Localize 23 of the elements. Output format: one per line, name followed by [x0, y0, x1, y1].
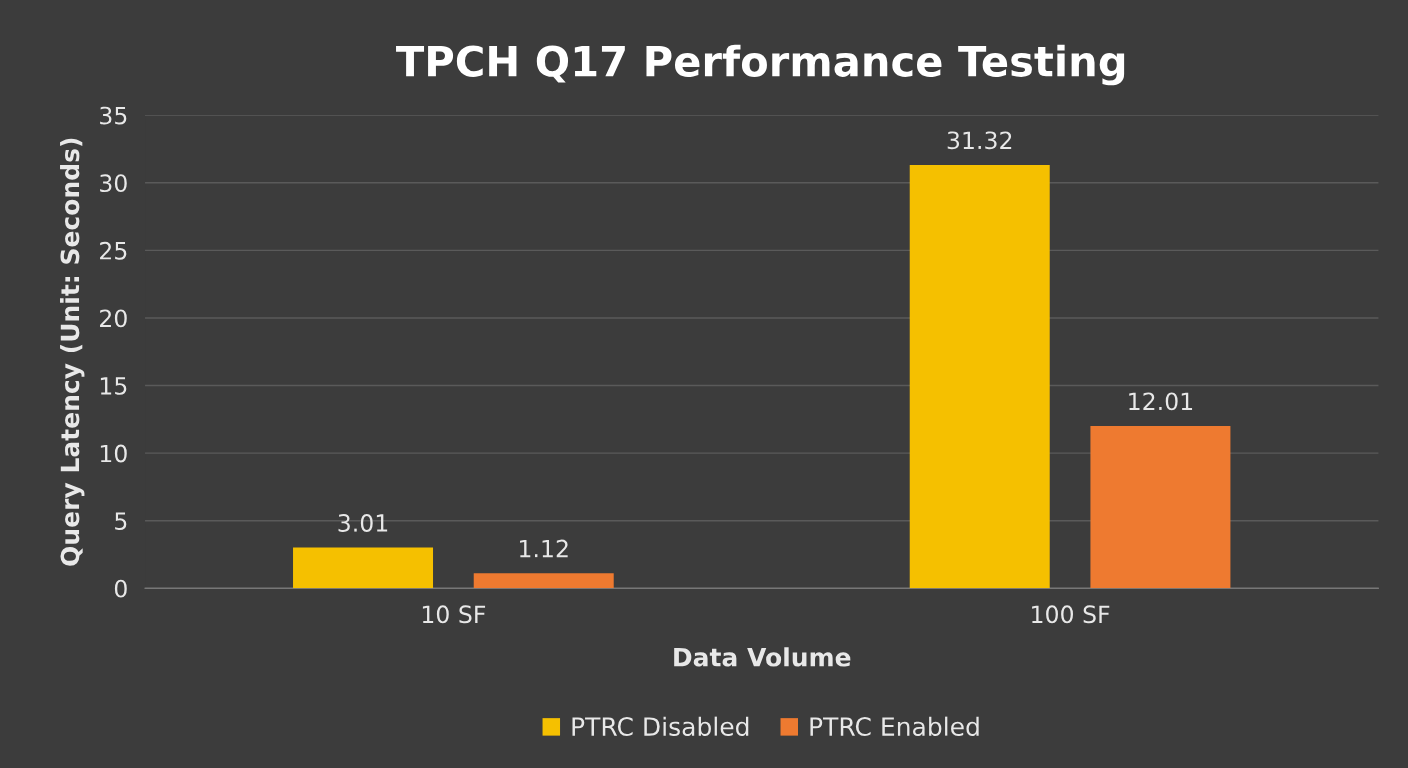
data-label: 3.01 [338, 514, 388, 532]
legend-label: PTRC Disabled [572, 716, 749, 736]
y-tick-label: 20 [100, 309, 127, 328]
data-label: 31.32 [947, 131, 1012, 150]
bar [1090, 425, 1231, 589]
y-tick-label: 30 [100, 174, 127, 193]
data-label: 1.12 [520, 539, 568, 558]
y-axis-title: Query Latency (Unit: Seconds) [60, 138, 85, 566]
y-tick-label: 0 [114, 579, 127, 598]
x-tick-label: 100 SF [1032, 605, 1110, 624]
y-tick-label: 15 [100, 377, 127, 395]
x-tick-label: 10 SF [422, 605, 486, 624]
bar [473, 573, 614, 589]
chart-title: TPCH Q17 Performance Testing [396, 44, 1125, 86]
bar [909, 164, 1050, 589]
legend-label: PTRC Enabled [810, 716, 979, 736]
y-tick-label: 10 [100, 444, 127, 463]
x-axis-title: Data Volume [674, 647, 851, 667]
y-tick-label: 5 [115, 512, 127, 531]
y-tick-label: 35 [100, 106, 127, 125]
bar [293, 547, 434, 589]
y-tick-label: 25 [100, 241, 127, 260]
data-label: 12.01 [1129, 392, 1193, 411]
